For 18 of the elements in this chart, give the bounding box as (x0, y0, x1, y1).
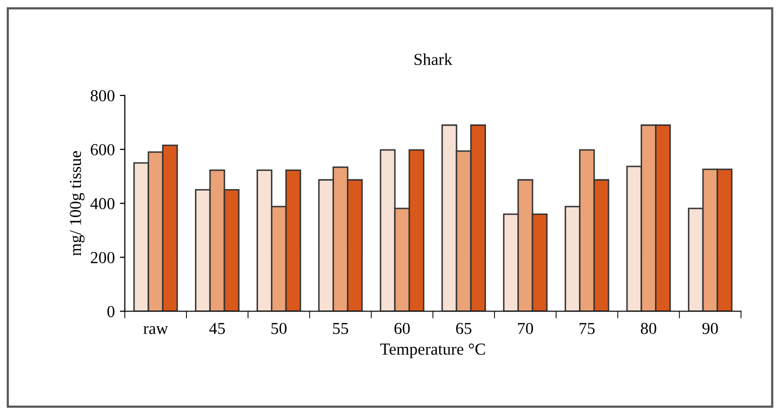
y-tick-label: 400 (90, 198, 114, 210)
x-tick-label: 90 (702, 322, 718, 334)
x-tick-label: 45 (209, 322, 225, 334)
x-tick-label: raw (143, 326, 168, 334)
x-tick-label: 70 (518, 322, 534, 334)
y-tick-label: 0 (107, 306, 114, 318)
x-tick-label: 75 (580, 323, 595, 334)
x-tick-label: 80 (640, 322, 656, 334)
y-tick-label: 800 (90, 90, 114, 102)
y-axis-title: mg/ 100g tissue (70, 151, 85, 256)
chart-title: Shark (414, 53, 452, 66)
x-tick-label: 55 (333, 323, 348, 334)
y-tick-label: 600 (90, 144, 114, 156)
x-tick-label: 65 (456, 322, 472, 334)
x-tick-label: 60 (394, 322, 410, 334)
x-axis-title: Temperature °C (380, 344, 485, 358)
y-tick-label: 200 (90, 252, 114, 264)
x-tick-label: 50 (271, 322, 287, 334)
